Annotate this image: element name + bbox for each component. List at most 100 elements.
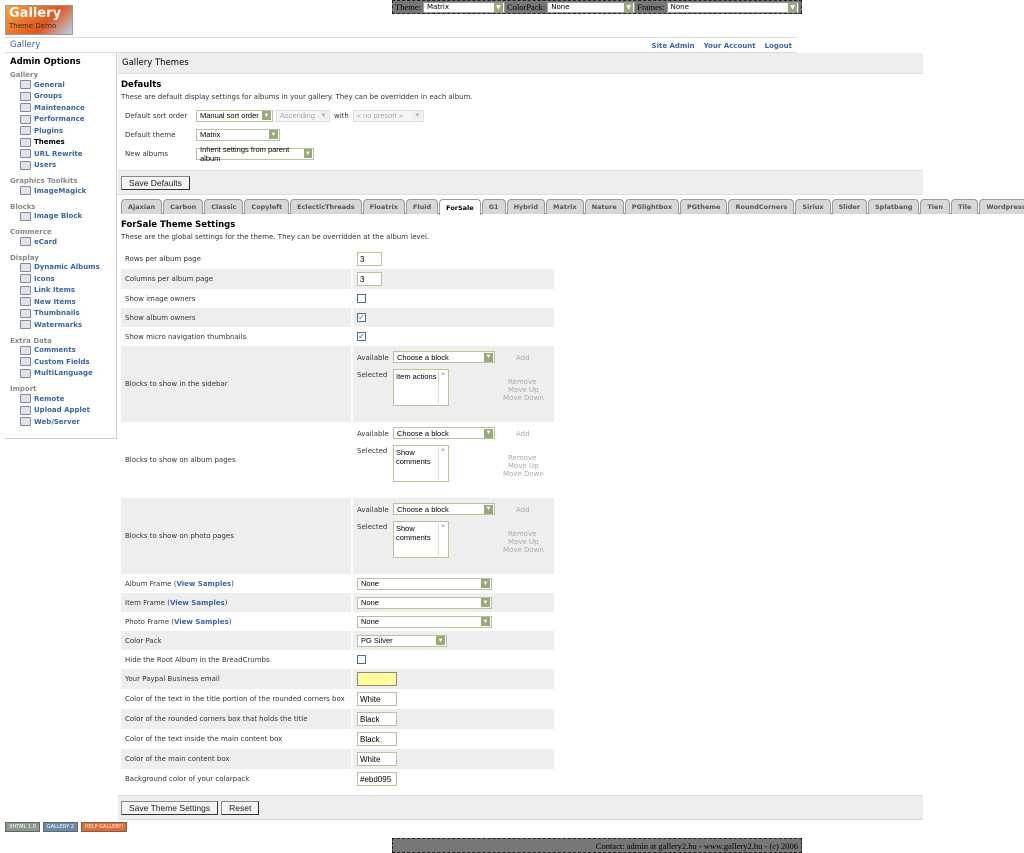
- selected-block-item[interactable]: Show comments: [396, 524, 431, 542]
- tab-copyleft[interactable]: Copyleft: [244, 199, 290, 214]
- frames-select[interactable]: None ▼: [666, 1, 799, 13]
- selected-blocks-list[interactable]: Item actions ▲: [393, 369, 449, 406]
- available-blocks-select[interactable]: Choose a block ▼: [393, 427, 495, 439]
- tab-tile[interactable]: Tile: [951, 199, 979, 214]
- color-text-input[interactable]: Black: [357, 732, 397, 746]
- reset-button[interactable]: Reset: [221, 800, 260, 815]
- move-down-button[interactable]: Move Down: [503, 394, 544, 402]
- sidebar-item-image-block[interactable]: Image Block: [10, 211, 116, 223]
- tab-carbon[interactable]: Carbon: [163, 199, 204, 214]
- selected-blocks-list[interactable]: Show comments ▲: [393, 445, 449, 482]
- selected-blocks-list[interactable]: Show comments ▲: [393, 521, 449, 558]
- sidebar-item-label[interactable]: URL Rewrite: [34, 149, 83, 158]
- logout-link[interactable]: Logout: [764, 41, 792, 50]
- sidebar-item-label[interactable]: Users: [34, 161, 57, 170]
- tab-ajaxian[interactable]: Ajaxian: [121, 199, 163, 214]
- sidebar-item-remote[interactable]: Remote: [10, 393, 116, 405]
- sidebar-item-label[interactable]: Custom Fields: [34, 357, 90, 366]
- sidebar-item-plugins[interactable]: Plugins: [10, 125, 116, 137]
- sidebar-item-url-rewrite[interactable]: URL Rewrite: [10, 148, 116, 160]
- available-blocks-select[interactable]: Choose a block ▼: [393, 351, 495, 363]
- sidebar-item-label[interactable]: Watermarks: [34, 320, 83, 329]
- sidebar-item-link-items[interactable]: Link Items: [10, 285, 116, 297]
- remove-button[interactable]: Remove: [508, 378, 537, 386]
- tab-floatrix[interactable]: Floatrix: [362, 199, 405, 214]
- sidebar-item-label[interactable]: Icons: [34, 274, 55, 283]
- selected-block-item[interactable]: Item actions: [396, 372, 437, 381]
- tab-forsale[interactable]: ForSale: [439, 199, 481, 215]
- sidebar-item-label[interactable]: Dynamic Albums: [34, 263, 100, 272]
- setting-checkbox[interactable]: ✓: [357, 332, 366, 341]
- sidebar-item-groups[interactable]: Groups: [10, 91, 116, 103]
- sidebar-item-comments[interactable]: Comments: [10, 345, 116, 357]
- sidebar-item-imagemagick[interactable]: ImageMagick: [10, 185, 116, 197]
- tab-pglightbox[interactable]: PGlightbox: [624, 199, 680, 214]
- sidebar-item-label[interactable]: eCard: [34, 237, 58, 246]
- sidebar-item-icons[interactable]: Icons: [10, 273, 116, 285]
- colorpack-select[interactable]: None ▼: [547, 1, 636, 13]
- tab-nature[interactable]: Nature: [584, 199, 624, 214]
- breadcrumb-gallery-link[interactable]: Gallery: [10, 40, 41, 50]
- tab-g1[interactable]: G1: [481, 199, 506, 214]
- site-admin-link[interactable]: Site Admin: [651, 41, 695, 50]
- setting-checkbox[interactable]: [357, 655, 366, 664]
- setting-text-input[interactable]: 3: [357, 252, 382, 266]
- add-button[interactable]: Add: [516, 430, 530, 438]
- xhtml-badge[interactable]: XHTML 1.0: [5, 822, 40, 832]
- sidebar-item-label[interactable]: Maintenance: [34, 103, 85, 112]
- remove-button[interactable]: Remove: [508, 530, 537, 538]
- sidebar-item-label[interactable]: Link Items: [34, 286, 76, 295]
- tab-eclecticthreads[interactable]: EclecticThreads: [290, 199, 362, 214]
- list-scrollbar[interactable]: ▲: [438, 447, 447, 480]
- add-button[interactable]: Add: [516, 354, 530, 362]
- move-down-button[interactable]: Move Down: [503, 470, 544, 478]
- tab-slider[interactable]: Slider: [831, 199, 867, 214]
- sidebar-item-maintenance[interactable]: Maintenance: [10, 102, 116, 114]
- sidebar-item-label[interactable]: Plugins: [34, 126, 64, 135]
- sidebar-item-label[interactable]: Upload Applet: [34, 406, 91, 415]
- save-defaults-button[interactable]: Save Defaults: [121, 175, 190, 190]
- save-theme-settings-button[interactable]: Save Theme Settings: [121, 800, 219, 815]
- remove-button[interactable]: Remove: [508, 454, 537, 462]
- move-up-button[interactable]: Move Up: [508, 386, 539, 394]
- sidebar-item-performance[interactable]: Performance: [10, 114, 116, 126]
- sidebar-item-ecard[interactable]: eCard: [10, 236, 116, 248]
- sort-order-select[interactable]: Manual sort order ▼: [196, 109, 273, 122]
- list-scrollbar[interactable]: ▲: [438, 523, 447, 556]
- sidebar-item-label[interactable]: Remote: [34, 394, 65, 403]
- color-text-input[interactable]: #ebd095: [357, 772, 397, 786]
- new-albums-select[interactable]: Inherit settings from parent album ▼: [196, 145, 314, 163]
- sidebar-item-users[interactable]: Users: [10, 160, 116, 172]
- tab-tien[interactable]: Tien: [920, 199, 951, 214]
- sidebar-item-watermarks[interactable]: Watermarks: [10, 319, 116, 331]
- sidebar-item-label[interactable]: ImageMagick: [34, 186, 87, 195]
- setting-checkbox[interactable]: ✓: [357, 313, 366, 322]
- color-text-input[interactable]: Black: [357, 712, 397, 726]
- tab-hybrid[interactable]: Hybrid: [506, 199, 545, 214]
- your-account-link[interactable]: Your Account: [703, 41, 756, 50]
- frame-select[interactable]: None ▼: [357, 615, 492, 628]
- sidebar-item-thumbnails[interactable]: Thumbnails: [10, 308, 116, 320]
- view-samples-link[interactable]: View Samples: [176, 579, 232, 588]
- tab-pgtheme[interactable]: PGtheme: [680, 199, 728, 214]
- sidebar-item-label[interactable]: MultiLanguage: [34, 369, 93, 378]
- available-blocks-select[interactable]: Choose a block ▼: [393, 503, 495, 515]
- sort-direction-select[interactable]: Ascending ▼: [276, 109, 330, 122]
- tab-fluid[interactable]: Fluid: [405, 199, 439, 214]
- default-theme-select[interactable]: Matrix ▼: [196, 128, 280, 141]
- color-text-input[interactable]: White: [357, 752, 397, 766]
- sidebar-item-label[interactable]: Groups: [34, 92, 63, 101]
- move-up-button[interactable]: Move Up: [508, 538, 539, 546]
- presort-select[interactable]: « no presort » ▼: [352, 109, 424, 122]
- paypal-email-input[interactable]: [357, 672, 397, 686]
- sidebar-item-new-items[interactable]: New Items: [10, 296, 116, 308]
- sidebar-item-dynamic-albums[interactable]: Dynamic Albums: [10, 262, 116, 274]
- sidebar-item-multilanguage[interactable]: MultiLanguage: [10, 368, 116, 380]
- gallery-logo[interactable]: Gallery Theme Demo: [5, 5, 73, 35]
- move-up-button[interactable]: Move Up: [508, 462, 539, 470]
- sidebar-item-label[interactable]: General: [34, 80, 65, 89]
- sidebar-item-general[interactable]: General: [10, 79, 116, 91]
- tab-wordpressembedded[interactable]: WordpressEmbedded: [979, 199, 1024, 214]
- move-down-button[interactable]: Move Down: [503, 546, 544, 554]
- tab-classic[interactable]: Classic: [204, 199, 244, 214]
